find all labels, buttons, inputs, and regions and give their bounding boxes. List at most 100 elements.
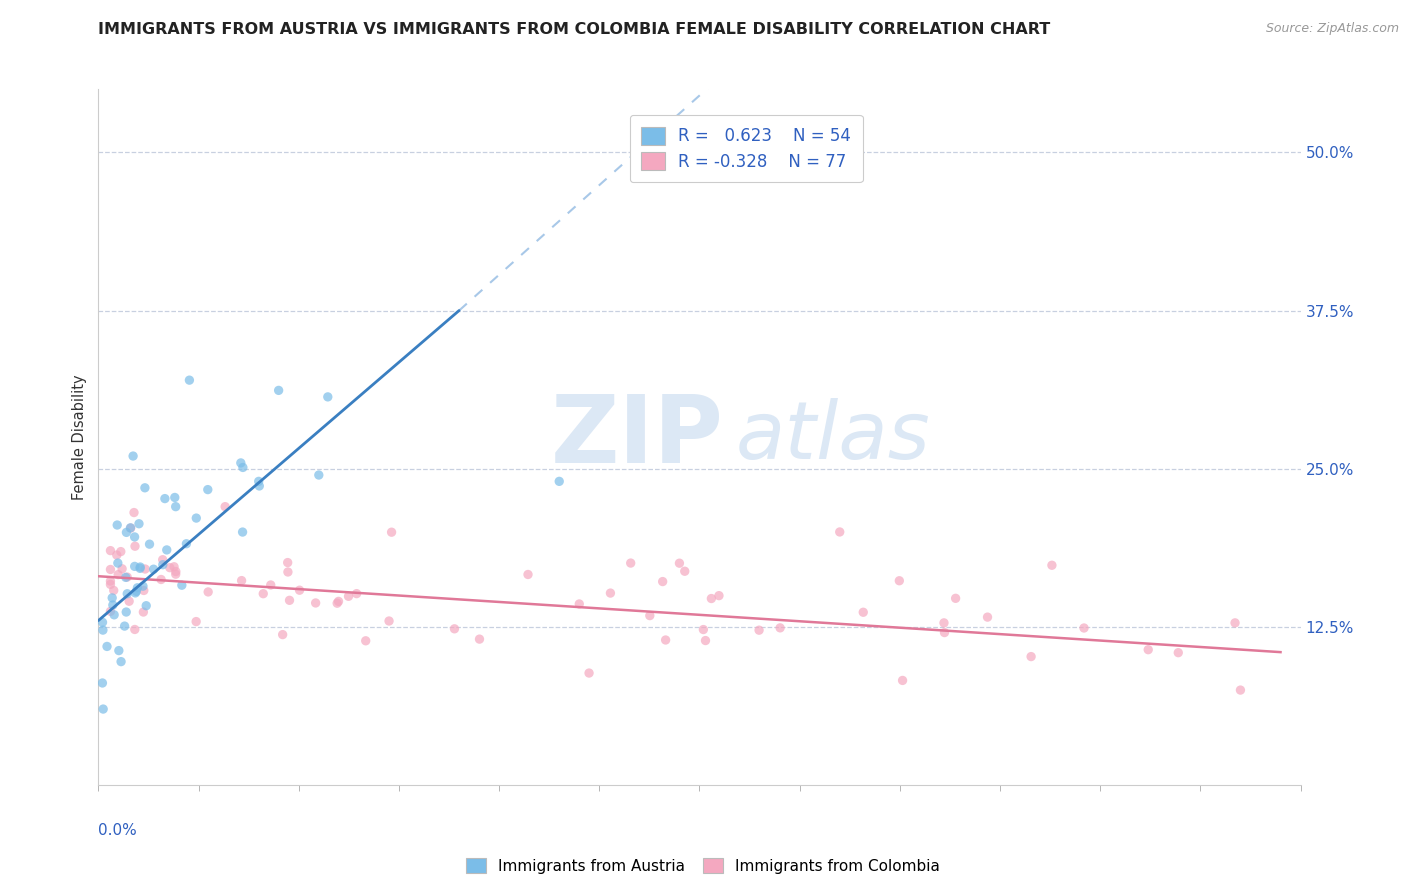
Point (117, 587, 139, 601)
Point (165, 565, 187, 579)
Text: atlas: atlas (735, 398, 931, 476)
Point (186, 511, 208, 525)
Point (103, 607, 125, 622)
Point (124, 586, 146, 600)
Point (179, 373, 201, 387)
Legend: R =   0.623    N = 54, R = -0.328    N = 77: R = 0.623 N = 54, R = -0.328 N = 77 (630, 115, 862, 182)
Text: Source: ZipAtlas.com: Source: ZipAtlas.com (1265, 22, 1399, 36)
Point (114, 619, 136, 633)
Point (232, 460, 254, 475)
Point (100, 574, 122, 588)
Point (91, 702, 114, 716)
Point (122, 506, 145, 520)
Point (159, 560, 181, 574)
Point (120, 521, 142, 535)
Point (101, 598, 124, 612)
Point (111, 562, 134, 576)
Point (976, 610, 998, 624)
Point (122, 449, 145, 463)
Point (700, 591, 723, 606)
Point (1073, 621, 1095, 635)
Point (91, 623, 114, 637)
Point (152, 552, 174, 566)
Point (695, 633, 717, 648)
Point (277, 565, 299, 579)
Point (1223, 615, 1246, 630)
Point (668, 556, 690, 570)
Point (163, 491, 186, 505)
Point (260, 578, 283, 592)
Point (110, 544, 132, 558)
Point (1167, 646, 1189, 660)
Point (115, 570, 138, 584)
Point (247, 475, 270, 489)
Point (346, 587, 368, 601)
Point (304, 596, 326, 610)
Point (852, 605, 875, 619)
Point (134, 481, 156, 495)
Point (114, 570, 136, 584)
Y-axis label: Female Disability: Female Disability (72, 375, 87, 500)
Point (129, 561, 152, 575)
Point (769, 621, 792, 635)
Point (197, 483, 219, 497)
Point (125, 584, 148, 599)
Point (328, 594, 350, 608)
Point (124, 539, 146, 553)
Point (1040, 558, 1063, 573)
Point (1019, 649, 1042, 664)
Point (134, 562, 156, 576)
Point (673, 564, 696, 578)
Point (107, 556, 129, 570)
Point (599, 586, 621, 600)
Point (165, 567, 187, 582)
Point (127, 581, 149, 595)
Point (337, 590, 360, 604)
Point (118, 594, 141, 608)
Point (932, 615, 955, 630)
Point (271, 627, 294, 641)
Text: 0.0%: 0.0% (98, 823, 138, 838)
Point (120, 521, 142, 535)
Point (165, 500, 187, 514)
Point (891, 673, 914, 688)
Point (150, 573, 173, 587)
Point (229, 456, 252, 470)
Point (128, 516, 150, 531)
Point (132, 605, 155, 619)
Point (288, 583, 311, 598)
Point (277, 556, 299, 570)
Point (278, 593, 301, 607)
Point (252, 587, 274, 601)
Point (100, 562, 122, 576)
Point (378, 614, 401, 628)
Point (232, 524, 254, 539)
Point (107, 567, 129, 582)
Point (135, 599, 157, 613)
Point (152, 558, 174, 572)
Point (247, 479, 270, 493)
Point (214, 500, 236, 514)
Point (153, 491, 176, 506)
Point (101, 591, 124, 605)
Point (326, 596, 349, 610)
Point (578, 666, 600, 681)
Point (186, 615, 208, 629)
Point (105, 518, 128, 533)
Point (354, 633, 377, 648)
Point (91, 615, 114, 630)
Text: IMMIGRANTS FROM AUSTRIA VS IMMIGRANTS FROM COLOMBIA FEMALE DISABILITY CORRELATIO: IMMIGRANTS FROM AUSTRIA VS IMMIGRANTS FR… (98, 22, 1050, 37)
Point (115, 525, 138, 540)
Point (115, 605, 138, 619)
Point (308, 468, 330, 483)
Point (620, 556, 643, 570)
Text: ZIP: ZIP (551, 391, 724, 483)
Point (231, 574, 253, 588)
Point (108, 643, 131, 657)
Point (100, 543, 122, 558)
Point (100, 604, 122, 618)
Legend: Immigrants from Austria, Immigrants from Colombia: Immigrants from Austria, Immigrants from… (460, 852, 946, 880)
Point (132, 579, 155, 593)
Point (945, 591, 967, 606)
Point (934, 625, 956, 640)
